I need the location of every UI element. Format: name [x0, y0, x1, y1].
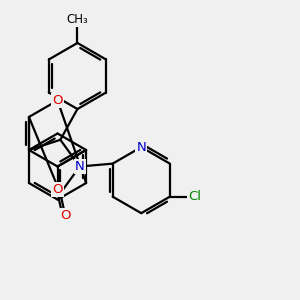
Text: Cl: Cl	[188, 190, 201, 203]
Text: N: N	[75, 160, 85, 173]
Text: O: O	[60, 209, 70, 222]
Text: O: O	[52, 183, 63, 196]
Text: CH₃: CH₃	[67, 14, 88, 26]
Text: N: N	[136, 141, 146, 154]
Text: O: O	[52, 94, 63, 107]
